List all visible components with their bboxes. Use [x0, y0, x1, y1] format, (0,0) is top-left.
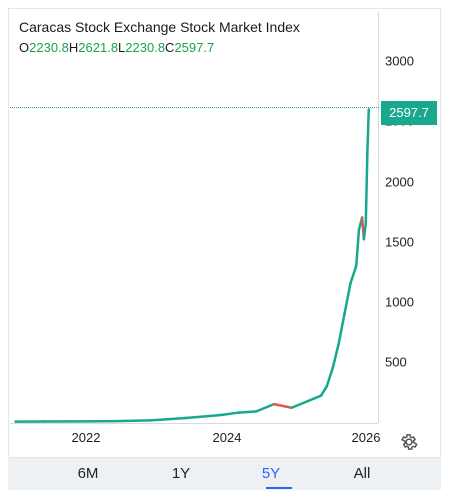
price-segment: [308, 394, 323, 402]
x-tick-label: 2026: [351, 430, 381, 445]
close-label: C: [165, 40, 175, 55]
active-tab-indicator: [266, 487, 292, 489]
last-price-line: [10, 107, 379, 108]
price-segment: [184, 413, 223, 420]
price-segment: [343, 282, 352, 316]
price-segment: [237, 410, 258, 414]
ohlc-readout: O2230.8H2621.8L2230.8C2597.7: [19, 40, 214, 55]
range-tabs: 6M 1Y 5Y All: [8, 457, 441, 490]
price-segment: [272, 402, 293, 410]
x-tick-label: 2022: [71, 430, 101, 445]
y-tick-label: 3000: [385, 53, 414, 69]
time-axis: [10, 423, 378, 424]
open-label: O: [19, 40, 30, 55]
price-segment: [331, 342, 340, 370]
price-segment: [255, 402, 276, 413]
price-segment: [349, 264, 358, 285]
last-price-badge: 2597.7: [381, 101, 437, 125]
chart-widget: [8, 8, 441, 490]
price-segment: [319, 384, 329, 397]
tab-5y[interactable]: 5Y: [261, 465, 281, 482]
price-segment: [364, 152, 369, 225]
price-segment: [219, 411, 240, 417]
tab-1y[interactable]: 1Y: [171, 465, 191, 482]
close-value: 2597.7: [174, 40, 215, 55]
x-tick-label: 2024: [212, 430, 242, 445]
gear-icon[interactable]: [399, 432, 419, 452]
chart-title: Caracas Stock Exchange Stock Market Inde…: [19, 19, 300, 35]
price-segment: [362, 222, 368, 241]
y-tick-label: 1000: [385, 294, 414, 310]
tab-all[interactable]: All: [353, 465, 371, 482]
price-segment: [337, 312, 346, 346]
high-value: 2621.8: [78, 40, 119, 55]
open-value: 2230.8: [29, 40, 69, 55]
data-point: [367, 108, 370, 111]
low-label: L: [118, 40, 126, 55]
price-segment: [325, 366, 334, 388]
y-tick-label: 500: [385, 354, 407, 370]
y-tick-label: 1500: [385, 234, 414, 250]
price-segment: [114, 419, 152, 423]
price-segment: [366, 108, 371, 155]
price-axis: [378, 12, 379, 423]
tab-6m[interactable]: 6M: [77, 465, 99, 482]
price-segment: [149, 416, 188, 422]
price-segment: [290, 399, 311, 410]
price-segment: [355, 228, 361, 267]
low-value: 2230.8: [125, 40, 166, 55]
y-tick-label: 2000: [385, 174, 414, 190]
high-label: H: [68, 40, 79, 55]
